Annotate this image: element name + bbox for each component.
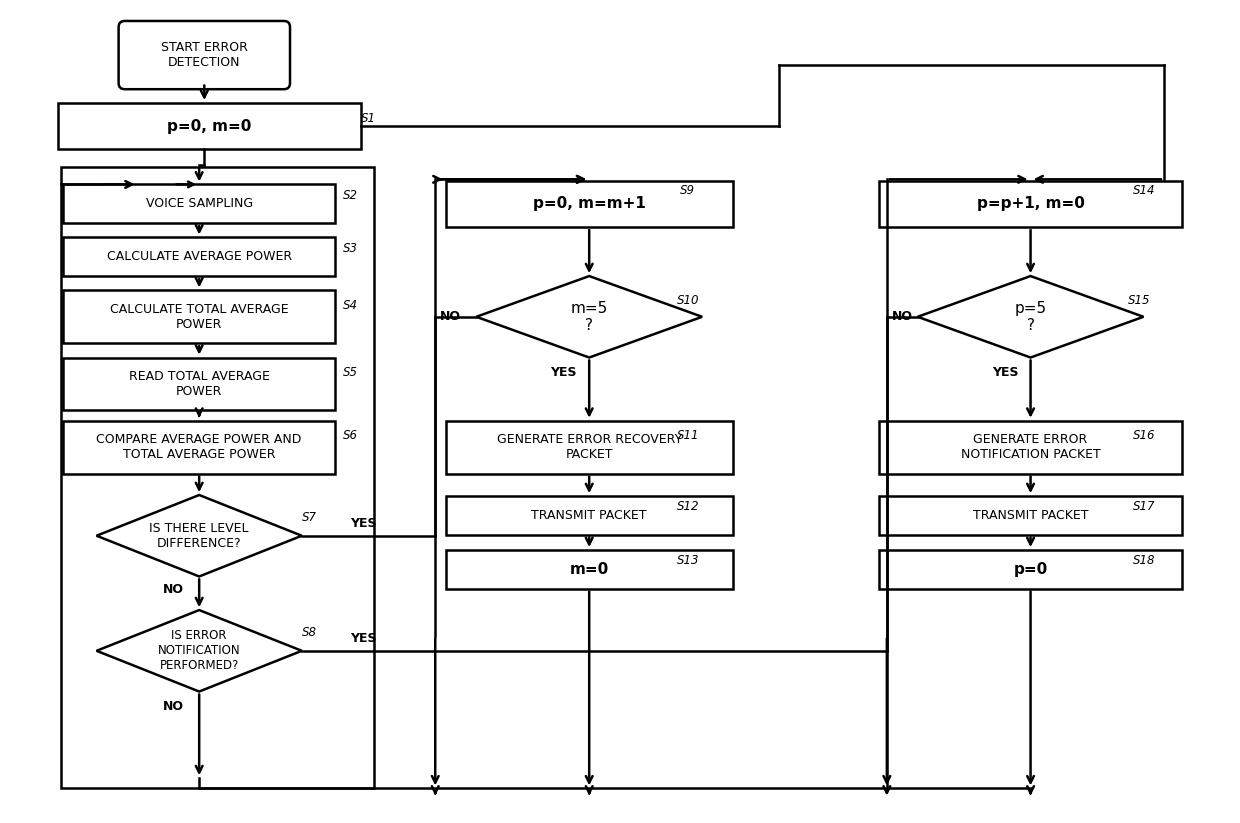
Text: IS THERE LEVEL
DIFFERENCE?: IS THERE LEVEL DIFFERENCE?: [150, 522, 249, 550]
Text: S17: S17: [1133, 500, 1156, 513]
Text: YES: YES: [992, 366, 1018, 379]
Bar: [63, 357, 335, 411]
Text: NO: NO: [162, 700, 184, 714]
Text: S16: S16: [1133, 430, 1156, 443]
Text: S1: S1: [361, 112, 377, 125]
Bar: [879, 181, 1182, 226]
Text: VOICE SAMPLING: VOICE SAMPLING: [145, 198, 253, 210]
Bar: [445, 496, 733, 535]
Bar: [879, 421, 1182, 473]
Bar: [879, 550, 1182, 588]
Polygon shape: [476, 276, 702, 357]
Polygon shape: [97, 495, 301, 576]
Text: m=5
?: m=5 ?: [570, 300, 608, 333]
Text: START ERROR
DETECTION: START ERROR DETECTION: [161, 41, 248, 69]
Text: NO: NO: [162, 584, 184, 596]
Text: GENERATE ERROR RECOVERY
PACKET: GENERATE ERROR RECOVERY PACKET: [496, 433, 682, 461]
Text: S2: S2: [343, 189, 358, 202]
Text: p=0, m=0: p=0, m=0: [167, 119, 252, 134]
Bar: [63, 184, 335, 223]
Bar: [445, 181, 733, 226]
Bar: [63, 421, 335, 473]
Bar: [879, 496, 1182, 535]
FancyBboxPatch shape: [119, 21, 290, 89]
Text: S9: S9: [680, 184, 694, 197]
Text: COMPARE AVERAGE POWER AND
TOTAL AVERAGE POWER: COMPARE AVERAGE POWER AND TOTAL AVERAGE …: [97, 433, 301, 461]
Text: S15: S15: [1128, 294, 1151, 307]
Text: CALCULATE TOTAL AVERAGE
POWER: CALCULATE TOTAL AVERAGE POWER: [110, 303, 289, 331]
Polygon shape: [97, 610, 301, 691]
Bar: [63, 237, 335, 276]
Text: S12: S12: [677, 500, 699, 513]
Text: S10: S10: [677, 294, 699, 307]
Text: S18: S18: [1133, 554, 1156, 567]
Text: S14: S14: [1133, 184, 1156, 197]
Bar: [445, 421, 733, 473]
Text: TRANSMIT PACKET: TRANSMIT PACKET: [973, 509, 1089, 522]
Text: S13: S13: [677, 554, 699, 567]
Text: S11: S11: [677, 430, 699, 443]
Text: S8: S8: [301, 626, 316, 639]
Text: NO: NO: [892, 310, 913, 323]
Bar: [63, 291, 335, 343]
Text: p=0: p=0: [1013, 562, 1048, 577]
Bar: [61, 167, 373, 788]
Text: YES: YES: [350, 517, 377, 530]
Bar: [58, 104, 361, 149]
Text: S3: S3: [343, 242, 358, 255]
Text: YES: YES: [350, 632, 377, 645]
Text: m=0: m=0: [569, 562, 609, 577]
Text: S6: S6: [343, 430, 358, 443]
Text: p=0, m=m+1: p=0, m=m+1: [533, 196, 646, 212]
Text: GENERATE ERROR
NOTIFICATION PACKET: GENERATE ERROR NOTIFICATION PACKET: [961, 433, 1100, 461]
Text: S7: S7: [301, 511, 316, 524]
Text: CALCULATE AVERAGE POWER: CALCULATE AVERAGE POWER: [107, 250, 291, 263]
Text: p=5
?: p=5 ?: [1014, 300, 1047, 333]
Text: IS ERROR
NOTIFICATION
PERFORMED?: IS ERROR NOTIFICATION PERFORMED?: [157, 630, 241, 672]
Text: YES: YES: [551, 366, 577, 379]
Text: S5: S5: [343, 366, 358, 379]
Text: TRANSMIT PACKET: TRANSMIT PACKET: [532, 509, 647, 522]
Text: S4: S4: [343, 299, 358, 312]
Bar: [445, 550, 733, 588]
Text: NO: NO: [440, 310, 461, 323]
Polygon shape: [918, 276, 1143, 357]
Text: READ TOTAL AVERAGE
POWER: READ TOTAL AVERAGE POWER: [129, 370, 269, 398]
Text: p=p+1, m=0: p=p+1, m=0: [977, 196, 1085, 212]
